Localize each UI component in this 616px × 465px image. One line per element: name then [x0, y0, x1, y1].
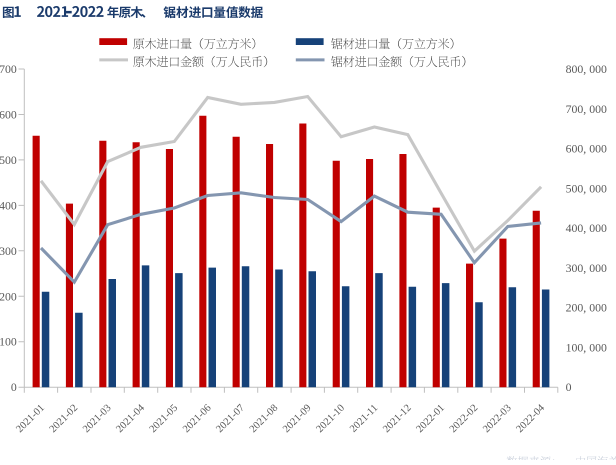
svg-text:100: 100 [0, 335, 17, 349]
svg-text:500, 000: 500, 000 [566, 181, 607, 195]
svg-text:800, 000: 800, 000 [566, 62, 607, 76]
svg-text:0: 0 [11, 380, 17, 394]
svg-text:100, 000: 100, 000 [566, 340, 607, 354]
svg-text:600, 000: 600, 000 [566, 142, 607, 156]
svg-text:700, 000: 700, 000 [566, 102, 607, 116]
svg-text:0: 0 [566, 380, 572, 394]
svg-text:600: 600 [0, 108, 17, 122]
svg-text:400, 000: 400, 000 [566, 221, 607, 235]
svg-text:400: 400 [0, 198, 17, 212]
svg-text:300, 000: 300, 000 [566, 261, 607, 275]
svg-text:700: 700 [0, 62, 17, 76]
svg-text:200, 000: 200, 000 [566, 301, 607, 315]
svg-text:200: 200 [0, 289, 17, 303]
svg-text:300: 300 [0, 244, 17, 258]
svg-text:500: 500 [0, 153, 17, 167]
